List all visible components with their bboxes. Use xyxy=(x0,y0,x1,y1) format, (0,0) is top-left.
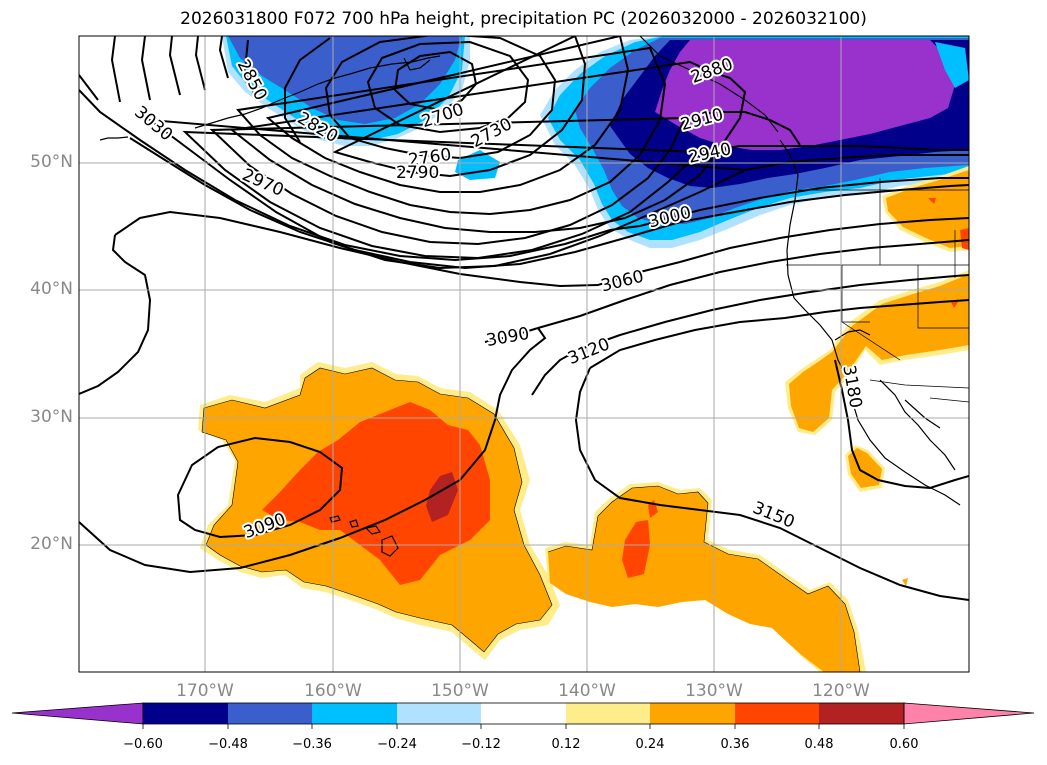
map-frame xyxy=(78,35,970,673)
shading-outlines xyxy=(201,367,861,672)
colorbar-outline xyxy=(142,702,905,725)
colorbar-tick-label: 0.36 xyxy=(720,737,750,752)
colorbar-tick-label: −0.12 xyxy=(461,737,501,752)
negative-anomaly-region xyxy=(222,36,969,248)
colorbar-extend-low xyxy=(11,702,144,725)
lat-label: 50°N xyxy=(30,152,73,172)
colorbar-bin xyxy=(566,703,650,724)
colorbar-bin xyxy=(312,703,397,724)
lon-label: 130°W xyxy=(685,681,743,701)
lat-label: 20°N xyxy=(30,534,73,554)
colorbar-tick-label: −0.60 xyxy=(123,737,163,752)
colorbar-tick-label: −0.36 xyxy=(292,737,332,752)
positive-anomaly-region xyxy=(198,166,969,672)
lon-label: 170°W xyxy=(176,681,234,701)
lon-label: 160°W xyxy=(304,681,362,701)
lat-label: 30°N xyxy=(30,407,73,427)
colorbar-tick-label: 0.48 xyxy=(804,737,834,752)
colorbar xyxy=(11,702,1035,729)
colorbar-bin xyxy=(397,703,481,724)
lon-label: 140°W xyxy=(558,681,616,701)
colorbar-tick-label: 0.24 xyxy=(635,737,665,752)
lat-label: 40°N xyxy=(30,279,73,299)
colorbar-tick-label: 0.60 xyxy=(889,737,919,752)
lon-label: 150°W xyxy=(431,681,489,701)
colorbar-bin xyxy=(819,703,904,724)
map-title: 2026031800 F072 700 hPa height, precipit… xyxy=(180,9,867,29)
colorbar-tick-label: −0.48 xyxy=(208,737,248,752)
colorbar-bin xyxy=(650,703,735,724)
colorbar-extend-high xyxy=(903,702,1035,725)
colorbar-bin xyxy=(481,703,566,724)
colorbar-bin xyxy=(735,703,819,724)
gridlines xyxy=(79,36,969,672)
colorbar-bin xyxy=(143,703,228,724)
colorbar-bin xyxy=(228,703,312,724)
lon-label: 120°W xyxy=(812,681,870,701)
political-borders xyxy=(786,178,969,403)
colorbar-tick-label: 0.12 xyxy=(551,737,581,752)
height-contours xyxy=(79,36,969,601)
colorbar-tick-label: −0.24 xyxy=(377,737,417,752)
contour-label: 2790 xyxy=(396,163,439,183)
